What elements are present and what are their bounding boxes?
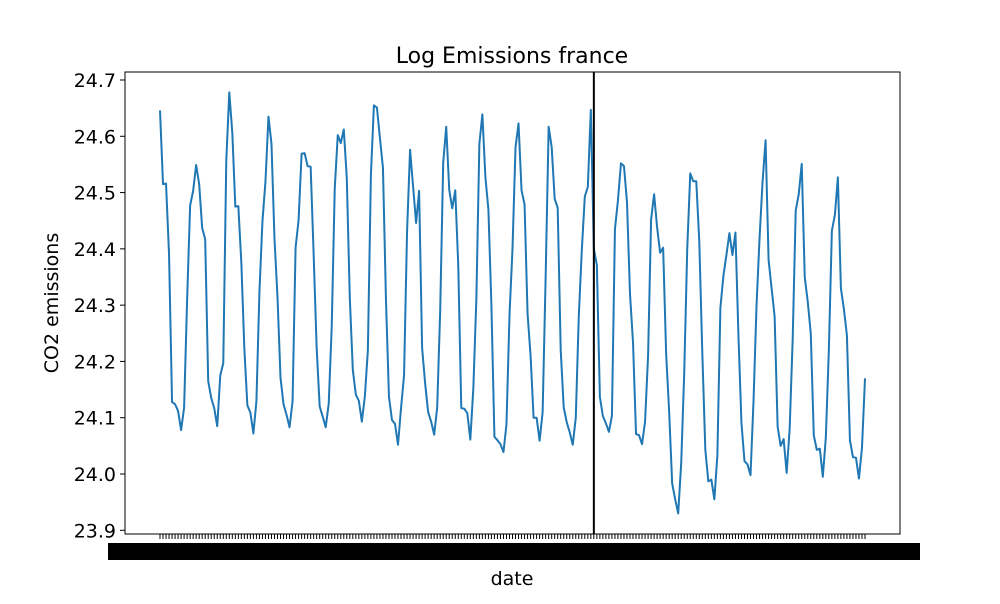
y-tick-label: 24.5 [74,183,116,205]
y-tick-label: 24.2 [74,351,116,373]
x-tick-labels [108,543,920,560]
y-tick-label: 24.1 [74,408,116,430]
y-tick-label: 24.0 [74,464,116,486]
chart-title: Log Emissions france [396,44,628,69]
y-tick-label: 24.7 [74,70,116,92]
y-tick-label: 24.4 [74,239,116,261]
y-tick-label: 23.9 [74,520,116,542]
y-tick-label: 24.6 [74,126,116,148]
y-axis-label: CO2 emissions [41,233,63,373]
y-tick-label: 24.3 [74,295,116,317]
x-axis-label: date [491,568,534,590]
